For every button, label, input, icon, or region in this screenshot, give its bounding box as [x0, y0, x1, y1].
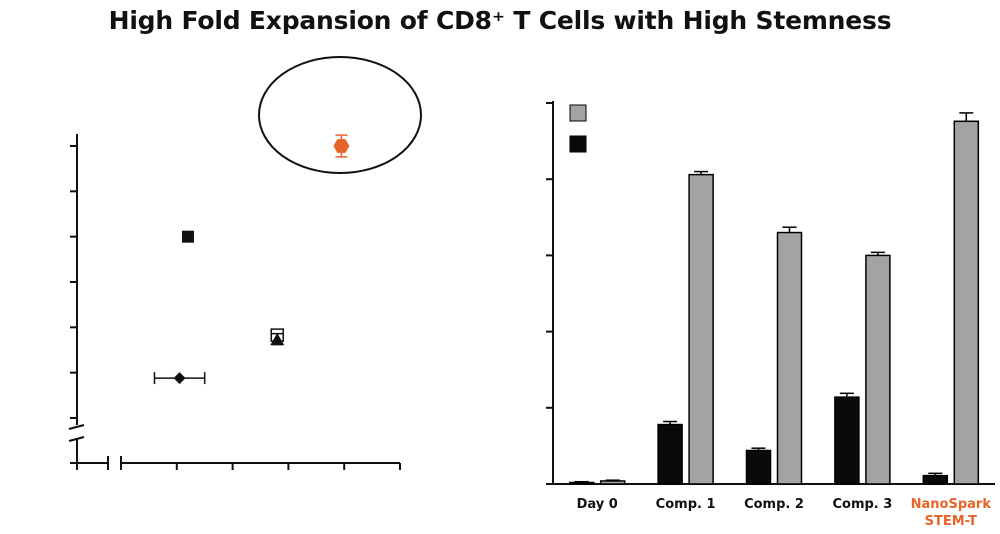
y-axis-break-mark	[68, 424, 85, 430]
bar-cd4-day-0	[568, 481, 595, 485]
y-axis-break-mark	[68, 436, 85, 442]
bar-cd8-nanospark-stem-t	[953, 120, 980, 485]
x-tick-label-nanospark-stem-t: NanoSpark	[911, 497, 992, 512]
bar-chart: Day 0 Comp. 1 Comp. 2 Comp. 3 NanoSpark STEM-…	[546, 101, 995, 529]
bar-cd4-comp-2	[745, 449, 772, 485]
figure-title: High Fold Expansion of CD8⁺ T Cells with…	[108, 6, 892, 35]
bar-cd4-nanospark-stem-t	[922, 474, 949, 485]
callout-ellipse	[258, 56, 422, 174]
bar-cd4-comp-1	[657, 423, 683, 485]
point-nanospark-stem-t	[333, 139, 350, 153]
x-tick-label-day-0: Day 0	[577, 497, 618, 512]
point-comp-1	[181, 230, 194, 243]
bar-cd4-comp-3	[834, 396, 860, 485]
legend-swatch-cd4	[569, 135, 587, 153]
x-tick-label-comp-2: Comp. 2	[744, 497, 804, 512]
x-tick-label-comp-1: Comp. 1	[656, 497, 716, 512]
bar-cd8-comp-2	[776, 231, 803, 485]
scatter-chart	[68, 56, 422, 470]
x-tick-label-nanospark-stem-t: STEM-T	[925, 514, 978, 529]
point-comp-2	[270, 333, 285, 346]
bar-cd8-comp-1	[688, 173, 714, 485]
bar-cd8-comp-3	[865, 254, 891, 485]
legend-swatch-cd8	[569, 104, 587, 122]
x-tick-label-comp-3: Comp. 3	[832, 497, 892, 512]
bar-cd8-day-0	[599, 480, 626, 485]
point-comp-3	[173, 372, 186, 385]
